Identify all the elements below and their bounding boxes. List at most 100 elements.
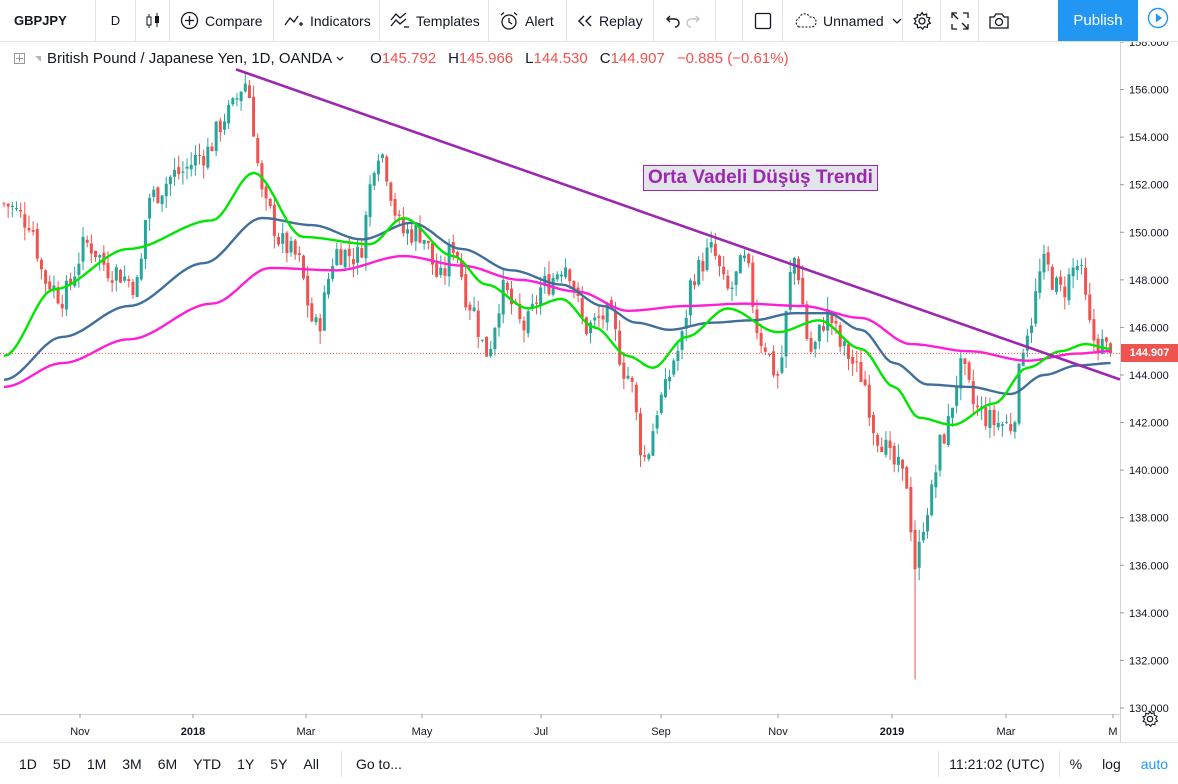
range-1y[interactable]: 1Y (237, 755, 255, 772)
candle-body (1017, 363, 1021, 424)
candle-body (892, 445, 896, 465)
candle-body (568, 269, 572, 282)
play-button[interactable] (1138, 0, 1178, 41)
expand-button[interactable] (941, 0, 979, 41)
undo-icon[interactable] (664, 14, 680, 28)
templates-button[interactable]: Templates (380, 0, 489, 41)
publish-button[interactable]: Publish (1058, 0, 1138, 41)
clock[interactable]: 11:21:02 (UTC) (938, 751, 1058, 777)
goto-button[interactable]: Go to... (340, 750, 402, 777)
candle-body (89, 243, 93, 254)
candle-body (643, 455, 647, 457)
axis-settings-button[interactable] (1122, 700, 1178, 742)
alert-button[interactable]: Alert (489, 0, 567, 41)
candle-body (335, 249, 339, 266)
log-toggle[interactable]: log (1102, 756, 1121, 772)
chevron-down-icon[interactable] (336, 56, 344, 61)
cloud-icon (793, 12, 817, 29)
camera-icon (988, 12, 1010, 30)
candle-body (826, 309, 830, 331)
candle-body (809, 337, 813, 352)
candle-body (555, 274, 559, 280)
candle-body (235, 98, 239, 100)
collapse-legend-icon[interactable] (14, 53, 25, 64)
candle-body (406, 229, 410, 234)
candle-body (688, 280, 692, 316)
low-label: L (525, 50, 534, 67)
candle-body (1034, 291, 1038, 324)
high-value: 145.966 (458, 50, 514, 67)
candle-body (1084, 267, 1088, 295)
candle-body (414, 224, 418, 242)
range-5d[interactable]: 5D (52, 755, 71, 772)
compare-button[interactable]: Compare (170, 0, 274, 41)
ma-magenta-line (3, 254, 1111, 389)
candle-body (256, 137, 260, 164)
candle-body (1050, 266, 1054, 290)
symbol-search[interactable]: GBPJPY (0, 0, 96, 41)
candle-body (855, 361, 859, 363)
range-5y[interactable]: 5Y (270, 755, 288, 772)
candle-body (888, 440, 892, 449)
candle-body (817, 324, 821, 342)
layout-menu[interactable]: Unnamed (783, 0, 903, 41)
candle-body (393, 198, 397, 216)
series-title[interactable]: British Pound / Japanese Yen, 1D, OANDA (47, 50, 333, 67)
indicators-button[interactable]: Indicators (274, 0, 380, 41)
trend-annotation[interactable]: Orta Vadeli Düşüş Trendi (643, 165, 878, 191)
chart-style-button[interactable] (136, 0, 170, 41)
candle-body (697, 259, 701, 285)
candle-body (410, 229, 414, 243)
redo-icon[interactable] (686, 14, 702, 28)
candle-body (202, 155, 206, 166)
candle-body (755, 309, 759, 334)
range-1m[interactable]: 1M (86, 755, 107, 772)
candle-body (160, 195, 164, 205)
candle-body (614, 310, 618, 329)
candle-body (672, 360, 676, 375)
candle-body (44, 270, 48, 284)
y-tick-label: 142.000 (1129, 418, 1169, 430)
candle-body (239, 91, 243, 102)
candle-body (676, 350, 680, 362)
candle-body (426, 240, 430, 244)
candle-body (510, 288, 514, 305)
resolution-button[interactable]: D (96, 0, 136, 41)
candle-body (422, 239, 426, 244)
candle-body (460, 259, 464, 278)
fullscreen-toggle[interactable] (742, 0, 783, 41)
price-chart[interactable]: 158.000 156.000 154.000 152.000 150.000 148.0… (0, 42, 1178, 742)
auto-scale-toggle[interactable]: auto (1140, 756, 1168, 772)
candle-body (81, 236, 85, 262)
percent-toggle[interactable]: % (1058, 751, 1092, 777)
candle-body (593, 317, 597, 321)
candle-body (1059, 276, 1063, 285)
settings-button[interactable] (903, 0, 941, 41)
bottom-right-group: 11:21:02 (UTC) % log auto (938, 743, 1178, 784)
candle-body (306, 275, 310, 306)
snapshot-button[interactable] (979, 0, 1019, 41)
candle-body (709, 241, 713, 248)
candle-body (622, 362, 626, 379)
candle-body (626, 375, 630, 379)
candle-body (747, 254, 751, 264)
candle-body (356, 246, 360, 263)
candle-body (314, 317, 318, 323)
chevron-down-icon (892, 18, 902, 24)
y-tick-label: 156.000 (1129, 85, 1169, 97)
chart-area[interactable]: 158.000 156.000 154.000 152.000 150.000 148.0… (0, 42, 1178, 742)
candle-body (268, 198, 272, 207)
candle-body (52, 285, 56, 290)
candle-body (401, 217, 405, 234)
candle-body (522, 320, 526, 331)
candle-body (185, 166, 189, 169)
replay-button[interactable]: Replay (567, 0, 654, 41)
range-6m[interactable]: 6M (157, 755, 178, 772)
candle-body (913, 530, 917, 570)
range-ytd[interactable]: YTD (193, 755, 222, 772)
candle-body (277, 236, 281, 245)
range-all[interactable]: All (303, 755, 319, 772)
candle-body (164, 183, 168, 197)
range-3m[interactable]: 3M (122, 755, 142, 772)
range-1d[interactable]: 1D (19, 755, 37, 772)
